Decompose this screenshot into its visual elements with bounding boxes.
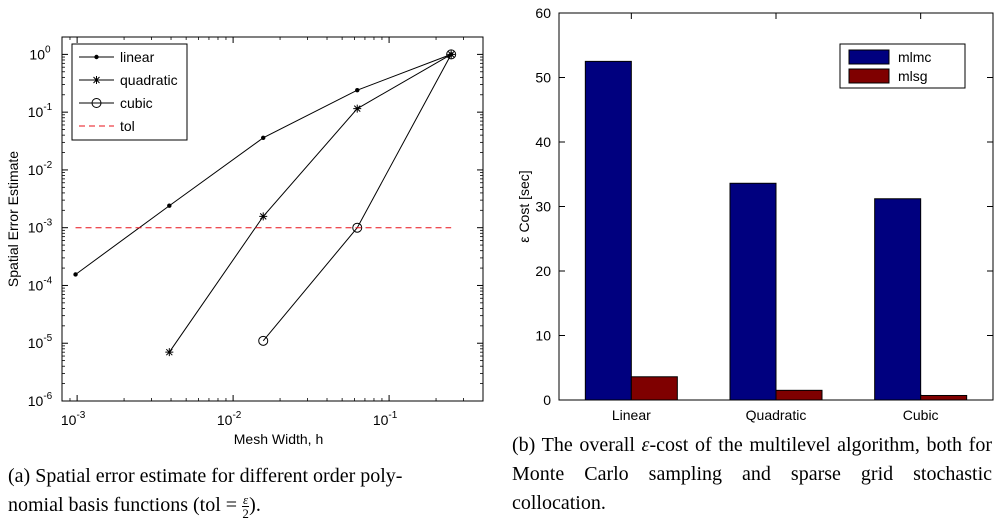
series-line-quadratic	[168, 53, 452, 353]
point-quadratic	[165, 348, 174, 357]
legend-a-marker	[94, 54, 99, 60]
tol-fraction-denominator: 2	[242, 505, 249, 521]
legend-a-box	[71, 43, 188, 141]
point-cubic	[352, 222, 363, 233]
bar-mlsg	[920, 394, 968, 401]
point-cubic	[258, 335, 269, 346]
legend-a: linear quadratic cubic tol	[71, 43, 188, 141]
y-tick-label: 10-3	[28, 218, 53, 236]
x-tick-label: Linear	[612, 407, 651, 423]
legend-b-label: mlsg	[898, 68, 928, 84]
y-tick-label: 10-1	[28, 102, 53, 120]
x-tick-label: Cubic	[903, 407, 939, 423]
bar-mlmc	[584, 60, 632, 401]
point-linear	[73, 272, 78, 277]
y-tick-label: 10	[535, 328, 551, 344]
caption-a-line2: nomial basis functions (tol =	[8, 494, 243, 516]
bar-mlsg	[775, 389, 823, 401]
tol-fraction-numerator: ε	[242, 491, 250, 507]
y-tick-label: 10-6	[28, 391, 53, 409]
x-tick-label: Quadratic	[746, 407, 807, 423]
legend-b-swatch	[848, 68, 890, 84]
point-linear	[355, 87, 360, 93]
legend-a-marker	[92, 76, 101, 84]
caption-a-label: (a)	[8, 465, 31, 487]
y-tick-label: 100	[29, 44, 51, 62]
point-quadratic	[353, 104, 362, 113]
caption-a: (a) Spatial error estimate for different…	[8, 462, 488, 520]
y-tick-label: 30	[535, 199, 551, 215]
legend-a-label: quadratic	[120, 72, 178, 88]
caption-b-label: (b)	[512, 434, 536, 456]
bar-mlmc	[729, 182, 777, 401]
y-axis-label: ε Cost [sec]	[516, 170, 532, 242]
y-axis-label: Spatial Error Estimate	[5, 151, 21, 287]
y-tick-label: 10-5	[28, 333, 53, 351]
legend-b: mlmc mlsg	[839, 43, 966, 89]
point-linear	[167, 203, 172, 208]
caption-a-line2-end: ).	[249, 494, 261, 516]
x-tick-label: 10-3	[61, 410, 86, 428]
point-linear	[261, 135, 266, 140]
y-tick-label: 40	[535, 134, 551, 150]
y-tick-label: 50	[535, 70, 551, 86]
cost-bar-chart: 0 10 20 30 40 50 60 Linear Quadratic Cubic ε Cost …	[516, 5, 994, 423]
caption-b-text-start: The overall	[541, 434, 642, 456]
legend-a-marker	[91, 98, 102, 108]
caption-b-epsilon: ε	[641, 434, 650, 456]
bar-mlmc	[874, 198, 922, 401]
bar-mlsg	[630, 376, 678, 401]
y-tick-label: 20	[535, 263, 551, 279]
legend-b-swatch	[848, 49, 890, 65]
point-cubic	[446, 49, 457, 60]
x-axis-label: Mesh Width, h	[234, 431, 323, 447]
legend-a-label: linear	[120, 49, 155, 65]
error-estimate-plot: 10-3 10-2 10-1 10-6 10-5 10-4 10-3 10-2 10-1 100 M…	[5, 36, 484, 447]
caption-b-text-end: -cost of the multilevel algorithm, both …	[512, 434, 993, 514]
y-tick-label: 10-2	[28, 160, 53, 178]
caption-b: (b) The overall ε-cost of the multilevel…	[512, 431, 992, 518]
y-tick-label: 0	[543, 392, 551, 408]
x-tick-label: 10-1	[373, 410, 398, 428]
legend-a-label: tol	[120, 118, 135, 134]
caption-a-line1: Spatial error estimate for different ord…	[35, 465, 403, 487]
y-tick-label: 10-4	[28, 275, 53, 293]
legend-a-label: cubic	[120, 95, 153, 111]
y-tick-label: 60	[535, 5, 551, 21]
legend-b-label: mlmc	[898, 49, 931, 65]
x-tick-label: 10-2	[217, 410, 242, 428]
point-quadratic	[259, 212, 268, 221]
